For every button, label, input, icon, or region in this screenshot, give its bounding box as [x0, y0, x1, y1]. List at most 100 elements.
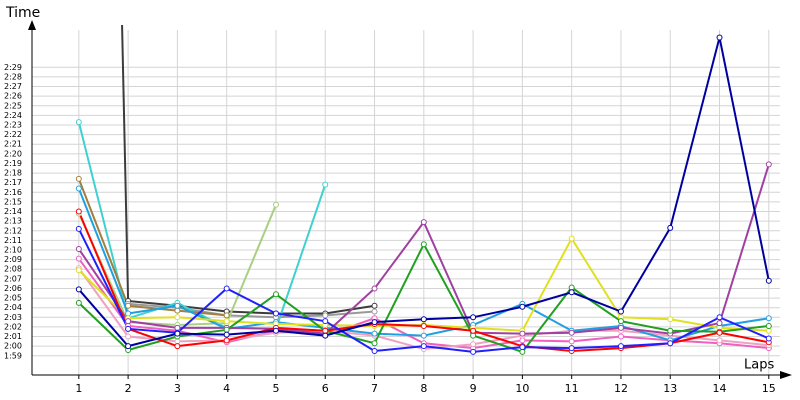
- y-tick-label: 2:02: [4, 322, 22, 331]
- point: [667, 316, 674, 323]
- point: [617, 318, 624, 325]
- y-tick-label: 2:11: [4, 236, 22, 245]
- point: [75, 286, 82, 293]
- point: [470, 348, 477, 355]
- point: [716, 314, 723, 321]
- point: [174, 307, 181, 314]
- point: [75, 175, 82, 182]
- point: [765, 315, 772, 322]
- point: [174, 343, 181, 350]
- x-axis-label: Laps: [744, 358, 774, 373]
- point: [568, 289, 575, 296]
- y-tick-label: 2:16: [4, 188, 22, 197]
- point: [371, 330, 378, 337]
- y-tick-label: 2:06: [4, 284, 22, 293]
- point: [174, 338, 181, 345]
- y-axis-label: Time: [5, 5, 40, 21]
- point: [125, 325, 132, 332]
- x-tick-label: 14: [713, 382, 727, 395]
- y-tick-label: 1:59: [4, 351, 22, 360]
- point: [174, 302, 181, 309]
- y-tick-label: 2:17: [4, 178, 22, 187]
- y-tick-label: 2:00: [4, 342, 22, 351]
- point: [174, 324, 181, 331]
- point: [371, 340, 378, 347]
- point: [125, 310, 132, 317]
- point: [223, 337, 230, 344]
- y-tick-label: 2:01: [4, 332, 22, 341]
- point: [519, 330, 526, 337]
- point: [223, 318, 230, 325]
- y-tick-label: 2:19: [4, 159, 22, 168]
- x-tick-label: 7: [371, 382, 378, 395]
- y-tick-label: 2:25: [4, 101, 22, 110]
- series-line: [77, 178, 227, 317]
- point: [174, 314, 181, 321]
- y-tick-label: 2:26: [4, 92, 22, 101]
- x-tick-label: 3: [174, 382, 181, 395]
- point: [371, 302, 378, 309]
- y-tick-label: 2:15: [4, 197, 22, 206]
- point: [75, 246, 82, 253]
- point: [75, 208, 82, 215]
- point: [322, 181, 329, 188]
- point: [272, 201, 279, 208]
- y-tick-label: 2:24: [4, 111, 22, 120]
- y-tick-label: 2:13: [4, 217, 22, 226]
- point: [568, 345, 575, 352]
- x-tick-label: 1: [75, 382, 82, 395]
- y-tick-label: 2:28: [4, 72, 22, 81]
- point: [568, 235, 575, 242]
- y-tick-label: 2:09: [4, 255, 22, 264]
- point: [470, 327, 477, 334]
- point: [223, 312, 230, 319]
- point: [420, 241, 427, 248]
- point: [420, 332, 427, 339]
- point: [716, 34, 723, 41]
- y-tick-label: 2:05: [4, 294, 22, 303]
- point: [667, 327, 674, 334]
- point: [716, 329, 723, 336]
- point: [174, 330, 181, 337]
- x-tick-label: 2: [125, 382, 132, 395]
- point: [371, 319, 378, 326]
- y-tick-label: 2:10: [4, 246, 22, 255]
- point: [470, 341, 477, 348]
- point: [568, 329, 575, 336]
- point: [617, 333, 624, 340]
- y-tick-label: 2:14: [4, 207, 22, 216]
- point: [568, 338, 575, 345]
- point: [765, 277, 772, 284]
- point: [716, 337, 723, 344]
- point: [75, 119, 82, 126]
- x-tick-label: 9: [470, 382, 477, 395]
- y-tick-label: 2:22: [4, 130, 22, 139]
- x-tick-label: 10: [515, 382, 529, 395]
- x-arrow: [780, 371, 792, 379]
- point: [125, 333, 132, 340]
- x-tick-label: 13: [663, 382, 677, 395]
- y-tick-label: 2:23: [4, 121, 22, 130]
- point: [125, 343, 132, 350]
- point: [223, 331, 230, 338]
- point: [371, 347, 378, 354]
- y-tick-label: 2:21: [4, 140, 22, 149]
- point: [420, 343, 427, 350]
- x-tick-label: 5: [272, 382, 279, 395]
- y-arrow: [28, 20, 36, 30]
- point: [568, 284, 575, 291]
- point: [75, 185, 82, 192]
- point: [125, 318, 132, 325]
- point: [272, 310, 279, 317]
- point: [519, 337, 526, 344]
- point: [371, 285, 378, 292]
- point: [765, 335, 772, 342]
- point: [75, 225, 82, 232]
- point: [322, 327, 329, 334]
- point: [420, 219, 427, 226]
- point: [617, 308, 624, 315]
- point: [519, 303, 526, 310]
- point: [75, 255, 82, 262]
- point: [272, 327, 279, 334]
